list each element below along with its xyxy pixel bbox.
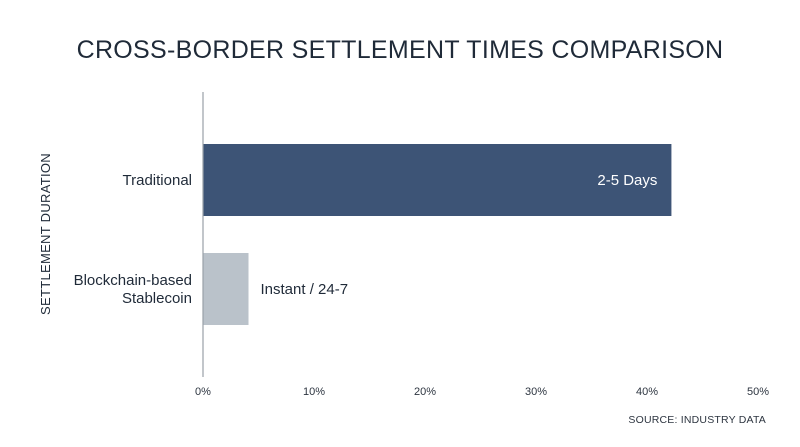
category-label: Blockchain-based <box>74 272 192 289</box>
data-label: Instant / 24-7 <box>261 281 349 298</box>
chart-title: CROSS-BORDER SETTLEMENT TIMES COMPARISON <box>76 36 724 64</box>
x-tick-label: 30% <box>525 386 547 398</box>
x-tick-label: 40% <box>636 386 658 398</box>
source-note: SOURCE: INDUSTRY DATA <box>628 414 766 426</box>
y-axis-label: SETTLEMENT DURATION <box>38 153 53 315</box>
bar-1 <box>203 253 249 325</box>
x-tick-label: 20% <box>414 386 436 398</box>
x-tick-label: 10% <box>303 386 325 398</box>
category-label: Stablecoin <box>122 290 192 307</box>
x-tick-label: 0% <box>195 386 211 398</box>
data-label: 2-5 Days <box>597 172 657 189</box>
x-tick-label: 50% <box>747 386 769 398</box>
bar-0 <box>203 144 672 216</box>
category-label: Traditional <box>123 172 192 189</box>
